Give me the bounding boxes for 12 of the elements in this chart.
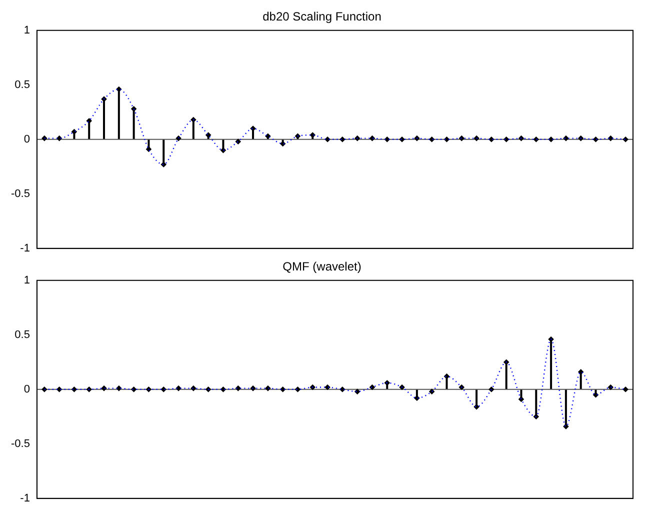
y-tick-label: -0.5 <box>10 438 30 450</box>
chart-title: db20 Scaling Function <box>262 10 382 24</box>
y-tick-label: -0.5 <box>10 188 30 200</box>
y-tick-label: 1 <box>24 274 30 286</box>
chart-title: QMF (wavelet) <box>282 260 362 274</box>
y-tick-label: 0 <box>24 383 30 396</box>
y-tick-label: 0.5 <box>14 328 30 341</box>
y-tick-label: 0.5 <box>14 78 30 91</box>
y-tick-label: -1 <box>20 242 30 254</box>
y-tick-label: -1 <box>20 492 30 504</box>
y-tick-label: 1 <box>24 24 30 36</box>
y-tick-label: 0 <box>24 133 30 146</box>
